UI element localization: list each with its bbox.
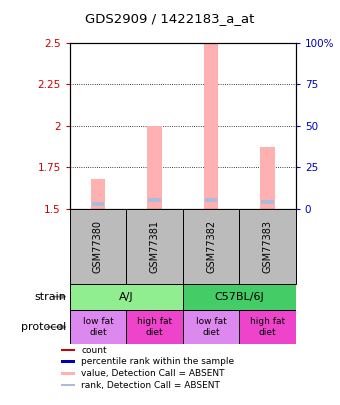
Bar: [126, 310, 183, 344]
Text: A/J: A/J: [119, 292, 134, 302]
Text: value, Detection Call = ABSENT: value, Detection Call = ABSENT: [81, 369, 225, 378]
Text: high fat
diet: high fat diet: [137, 318, 172, 337]
Bar: [204, 43, 218, 209]
Bar: [70, 310, 126, 344]
Text: GSM77382: GSM77382: [206, 220, 216, 273]
Text: percentile rank within the sample: percentile rank within the sample: [81, 357, 235, 366]
Bar: [260, 147, 275, 209]
Text: GSM77381: GSM77381: [150, 220, 159, 273]
Bar: [239, 209, 296, 284]
Bar: [183, 209, 239, 284]
Bar: [70, 209, 126, 284]
Bar: [148, 126, 162, 209]
Bar: [183, 310, 239, 344]
Text: low fat
diet: low fat diet: [83, 318, 113, 337]
Text: strain: strain: [34, 292, 66, 302]
Bar: [148, 198, 161, 202]
Text: GSM77383: GSM77383: [262, 220, 273, 273]
Text: low fat
diet: low fat diet: [195, 318, 226, 337]
Text: protocol: protocol: [21, 322, 66, 332]
Bar: [91, 202, 104, 206]
Bar: [126, 209, 183, 284]
Text: rank, Detection Call = ABSENT: rank, Detection Call = ABSENT: [81, 381, 220, 390]
Bar: [183, 284, 296, 310]
Bar: [261, 200, 274, 204]
Text: C57BL/6J: C57BL/6J: [215, 292, 264, 302]
Text: GSM77380: GSM77380: [93, 220, 103, 273]
Bar: [61, 349, 75, 352]
Bar: [205, 198, 217, 202]
Bar: [239, 310, 296, 344]
Text: high fat
diet: high fat diet: [250, 318, 285, 337]
Text: count: count: [81, 345, 107, 354]
Bar: [61, 360, 75, 363]
Bar: [61, 372, 75, 375]
Bar: [91, 179, 105, 209]
Bar: [61, 384, 75, 386]
Bar: [70, 284, 183, 310]
Text: GDS2909 / 1422183_a_at: GDS2909 / 1422183_a_at: [85, 12, 255, 25]
